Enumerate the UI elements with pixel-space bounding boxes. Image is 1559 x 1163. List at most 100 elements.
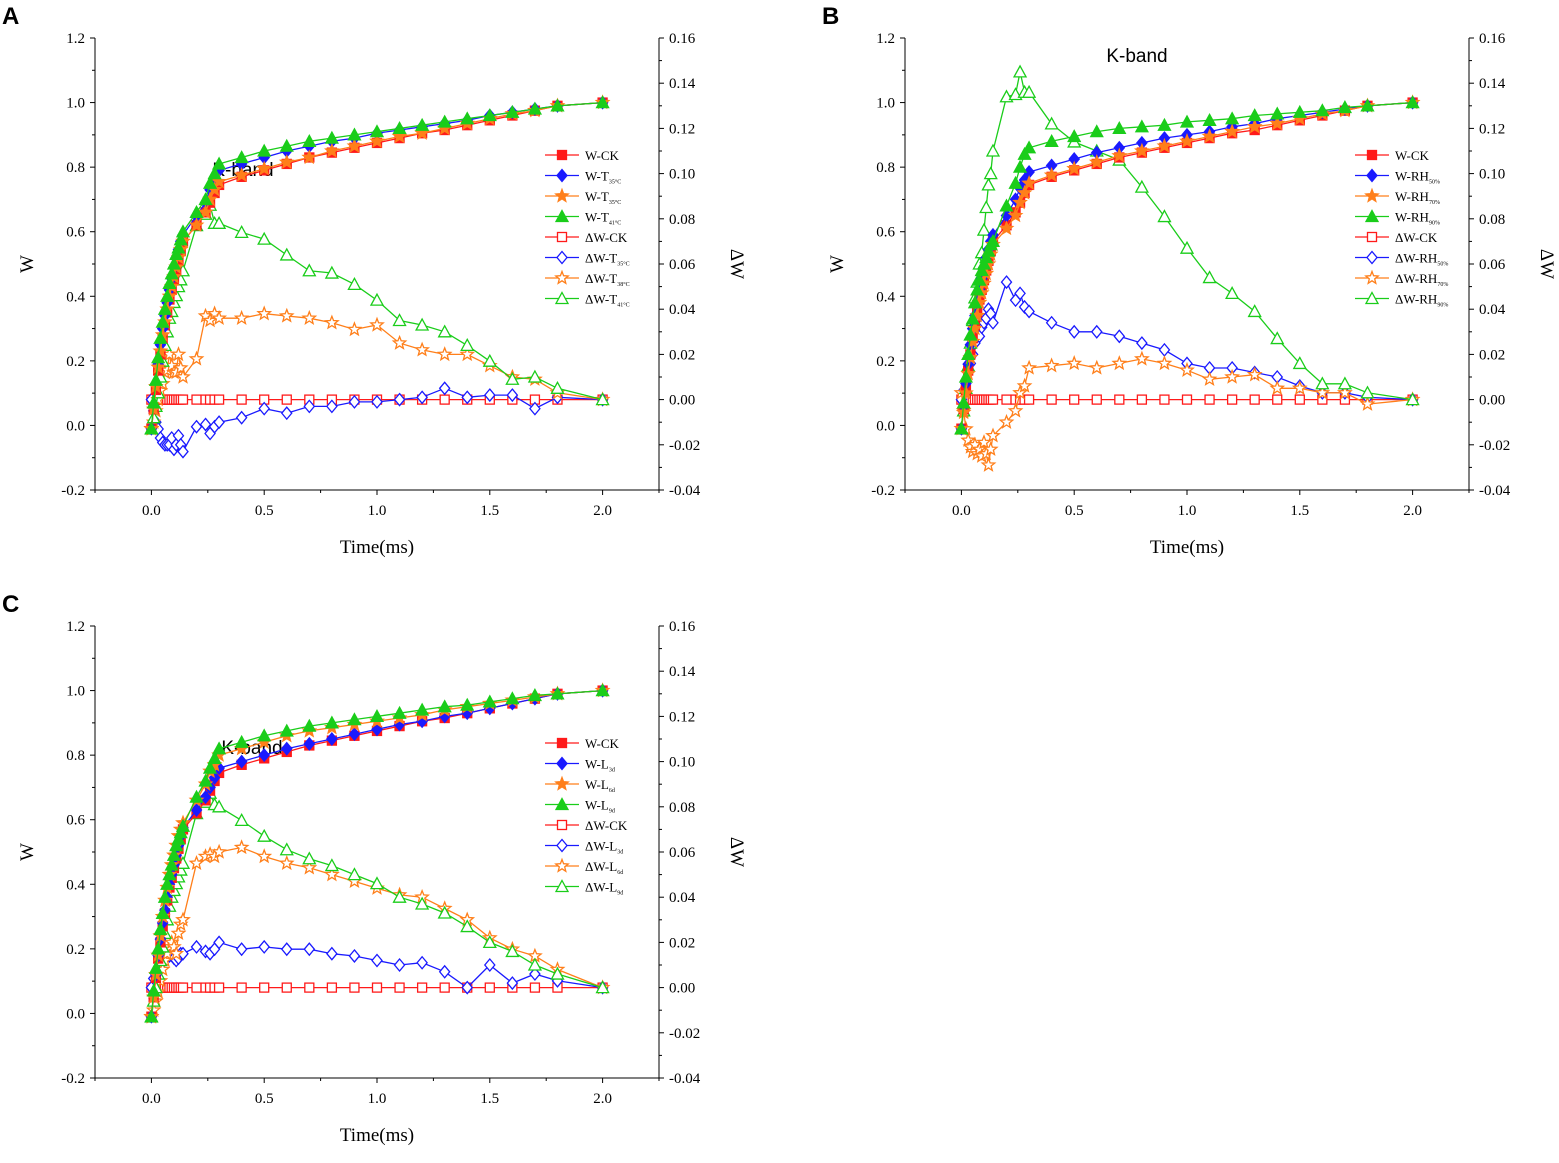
dw-point (170, 346, 187, 362)
dw-point (529, 401, 541, 416)
dw-point (234, 225, 249, 239)
legend-item: ΔW-L6d (545, 857, 623, 876)
y2-tick-label: -0.04 (1479, 483, 1511, 499)
dw-point (1159, 394, 1170, 405)
w-point (144, 421, 159, 435)
legend-marker (1366, 250, 1378, 265)
legend-marker (556, 756, 568, 771)
legend-marker (554, 187, 570, 203)
w-point (961, 347, 976, 361)
dw-point (483, 388, 496, 403)
w-point (324, 715, 339, 729)
w-point (324, 130, 339, 144)
w-point (303, 736, 316, 751)
dw-point (1179, 240, 1195, 254)
dw-point (1068, 324, 1081, 339)
dw-point (303, 399, 316, 414)
dw-point (1016, 377, 1033, 393)
dw-point (175, 368, 191, 384)
y-tick-label: 1.0 (876, 96, 895, 112)
y2-axis-title: ΔW (726, 249, 747, 279)
dw-point (483, 957, 496, 973)
w-point (1021, 175, 1038, 190)
dw-point (146, 410, 161, 424)
legend-item: W-L3d (545, 756, 615, 774)
y-tick-label: -0.2 (871, 483, 895, 499)
w-point (148, 372, 164, 386)
dw-point (302, 263, 317, 277)
dw-point (529, 967, 541, 982)
dw-point (177, 444, 189, 459)
dw-point (258, 401, 271, 416)
y2-tick-label: -0.02 (669, 1026, 700, 1042)
dw-point (303, 942, 316, 957)
dw-point (987, 394, 999, 405)
legend-item: ΔW-T41°C (545, 291, 630, 309)
w-point (1066, 160, 1083, 176)
w-point (326, 731, 338, 747)
dw-point (190, 939, 203, 954)
w-point (482, 108, 497, 122)
dw-point (256, 305, 273, 321)
w-point (1270, 106, 1285, 120)
dw-point (1294, 394, 1305, 405)
dw-point (1000, 275, 1013, 290)
dw-point (981, 177, 996, 191)
w-point (166, 256, 182, 270)
w-point (169, 246, 184, 260)
w-point (157, 301, 173, 315)
dw-point (211, 309, 228, 325)
dw-point (280, 406, 293, 421)
legend-label-subscript: 38°C (617, 281, 629, 288)
w-point (162, 276, 177, 290)
legend-label-base: W-CK (585, 736, 620, 751)
w-point (1405, 95, 1420, 109)
dw-point (324, 265, 339, 279)
legend-label: W-CK (585, 148, 620, 163)
w-point (1179, 114, 1195, 128)
w-point (164, 266, 179, 280)
y2-tick-label: 0.06 (1479, 257, 1506, 273)
legend-label-subscript: 41°C (617, 302, 629, 309)
y-tick-label: 0.2 (66, 354, 85, 370)
y2-tick-label: 0.04 (1479, 302, 1506, 318)
dw-point (1045, 315, 1058, 330)
dw-point (1202, 270, 1217, 284)
dw-point (172, 359, 189, 375)
dw-point (233, 839, 250, 855)
legend-label-subscript: 9d (617, 891, 623, 897)
dw-point (281, 394, 292, 405)
legend-label-subscript: 3d (617, 850, 623, 856)
y2-tick-label: 0.10 (669, 167, 695, 183)
dw-point (213, 982, 225, 993)
w-point (437, 699, 452, 713)
y2-tick-label: -0.02 (1479, 438, 1510, 454)
legend-label: W-L9d (585, 798, 615, 815)
dw-point (190, 419, 203, 434)
y-tick-label: 0.6 (66, 225, 85, 241)
legend-label: W-RH90% (1395, 210, 1440, 227)
dw-point (1111, 355, 1128, 371)
dw-point (279, 247, 294, 261)
y2-tick-label: 0.08 (669, 800, 695, 816)
dw-point (1204, 394, 1215, 405)
w-point (160, 288, 175, 302)
w-point (369, 709, 385, 723)
dw-point (1224, 368, 1240, 384)
dw-point (439, 982, 450, 993)
y2-tick-label: 0.16 (1479, 31, 1506, 47)
dw-point (1090, 324, 1103, 339)
w-point (1134, 119, 1149, 133)
legend-label-subscript: 6d (609, 788, 615, 794)
legend-label-base: ΔW-RH (1395, 251, 1437, 266)
y2-tick-label: 0.10 (669, 755, 695, 771)
legend-label-base: W-CK (585, 148, 620, 163)
x-tick-label: 0.0 (952, 503, 971, 519)
legend-label-subscript: 50% (1437, 262, 1448, 268)
y-tick-label: 1.2 (66, 31, 85, 47)
w-point (1007, 207, 1024, 223)
dw-point (188, 350, 205, 366)
dw-point (369, 292, 385, 306)
dw-point (177, 394, 189, 405)
w-point (146, 395, 161, 409)
